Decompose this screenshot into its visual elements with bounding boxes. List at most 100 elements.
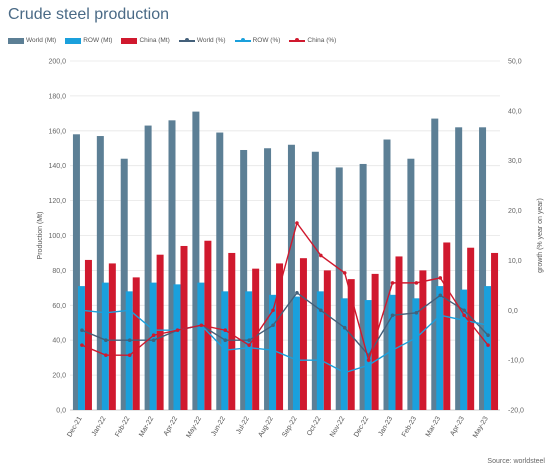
bar-world-mt — [96, 136, 104, 410]
point-world — [342, 325, 347, 330]
bar-world-mt — [216, 132, 224, 411]
y2-tick-label: 20,0 — [508, 208, 522, 215]
bar-row-mt — [245, 291, 253, 410]
point-row — [295, 358, 299, 362]
bar-china-mt — [180, 245, 188, 410]
x-tick-label: Mar-23 — [425, 415, 442, 438]
bar-world-mt — [240, 149, 248, 410]
bar-china-mt — [467, 247, 475, 410]
bar-china-mt — [276, 263, 284, 410]
bar-row-mt — [101, 282, 109, 410]
point-world — [223, 338, 228, 343]
line-china — [81, 221, 489, 363]
bar-world-mt — [72, 134, 80, 411]
x-tick-label: Dec-21 — [66, 415, 83, 438]
bar-row-mt — [412, 298, 420, 410]
bar-row-mt — [484, 286, 492, 410]
point-china — [104, 353, 108, 357]
x-tick-label: Oct-22 — [306, 415, 323, 437]
point-world — [438, 293, 443, 298]
y-tick-label: 0,0 — [56, 408, 66, 415]
bar-row-mt — [77, 286, 85, 410]
x-tick-label: Feb-23 — [401, 415, 418, 438]
bar-world-mt — [264, 148, 272, 410]
line-row — [81, 309, 489, 374]
point-world — [127, 338, 132, 343]
legend-line-world-pct — [178, 38, 195, 42]
y-tick-label: 20,0 — [52, 373, 66, 380]
point-world — [271, 323, 275, 328]
point-china — [414, 281, 419, 285]
bar-world-mt — [168, 120, 176, 410]
bar-china-mt — [299, 258, 307, 410]
bar-china-mt — [156, 254, 164, 410]
x-tick-label: Feb-22 — [114, 415, 131, 438]
point-row — [414, 335, 419, 340]
bar-row-mt — [197, 282, 205, 410]
point-china — [319, 253, 323, 258]
point-china — [175, 328, 180, 333]
bar-row-mt — [173, 284, 181, 410]
bar-world-mt — [455, 127, 463, 410]
bar-world-mt — [383, 139, 391, 410]
point-world — [295, 291, 299, 295]
x-tick-label: Dec-22 — [353, 415, 370, 438]
bar-world-mt — [407, 158, 415, 410]
point-china — [366, 358, 371, 362]
bar-china-mt — [395, 256, 403, 410]
bar-row-mt — [149, 282, 157, 410]
point-row — [319, 358, 323, 362]
point-china — [438, 276, 443, 280]
bar-world-mt — [144, 125, 152, 410]
y2-tick-label: -20,0 — [508, 408, 524, 415]
point-world — [80, 328, 84, 333]
point-china — [342, 271, 347, 275]
point-china — [462, 313, 466, 318]
point-row — [438, 313, 443, 318]
y2-tick-label: 40,0 — [508, 108, 522, 115]
y-tick-label: 200,0 — [48, 59, 66, 66]
legend-item-row-mt: ROW (Mt) — [65, 37, 112, 44]
bar-row-mt — [292, 296, 300, 410]
y-tick-label: 160,0 — [48, 128, 66, 135]
legend-label-row-pct: ROW (%) — [252, 37, 281, 44]
point-china — [151, 333, 156, 338]
legend-label-world-mt: World (Mt) — [26, 37, 57, 44]
y2-tick-label: 0,0 — [508, 308, 518, 315]
x-tick-label: Jun-22 — [210, 415, 227, 437]
legend-line-row-pct — [234, 38, 251, 42]
point-row — [366, 363, 371, 367]
point-china — [271, 308, 275, 313]
legend-item-china-pct: China (%) — [289, 37, 336, 44]
y2-tick-label: -10,0 — [508, 358, 524, 365]
y2-axis-title: growth (% year on year) — [537, 198, 544, 273]
x-tick-label: Mar-22 — [138, 415, 155, 438]
y-tick-label: 80,0 — [52, 268, 66, 275]
bar-china-mt — [252, 268, 260, 410]
y2-tick-label: 10,0 — [508, 258, 522, 265]
bar-china-mt — [132, 277, 140, 410]
x-tick-label: Sep-22 — [281, 415, 298, 438]
x-tick-label: Aug-22 — [257, 415, 274, 438]
point-china — [127, 353, 132, 357]
chart-legend: World (Mt) ROW (Mt) China (Mt) World (%)… — [8, 37, 336, 44]
point-row — [271, 348, 275, 352]
point-row — [390, 348, 395, 352]
y-tick-label: 120,0 — [48, 198, 66, 205]
legend-label-china-mt: China (Mt) — [139, 37, 170, 44]
line-world — [81, 291, 489, 357]
bar-china-mt — [371, 273, 379, 410]
legend-line-china-pct — [289, 38, 306, 42]
legend-item-world-pct: World (%) — [178, 37, 226, 44]
y-tick-label: 180,0 — [48, 93, 66, 100]
bar-world-mt — [192, 111, 200, 410]
bar-china-mt — [347, 279, 355, 410]
point-china — [247, 343, 251, 347]
legend-label-row-mt: ROW (Mt) — [83, 37, 113, 44]
point-row — [104, 310, 108, 315]
x-tick-label: Jul-22 — [235, 415, 251, 435]
x-tick-label: Apr-23 — [449, 415, 466, 437]
point-world — [151, 338, 156, 343]
legend-label-world-pct: World (%) — [196, 37, 226, 44]
